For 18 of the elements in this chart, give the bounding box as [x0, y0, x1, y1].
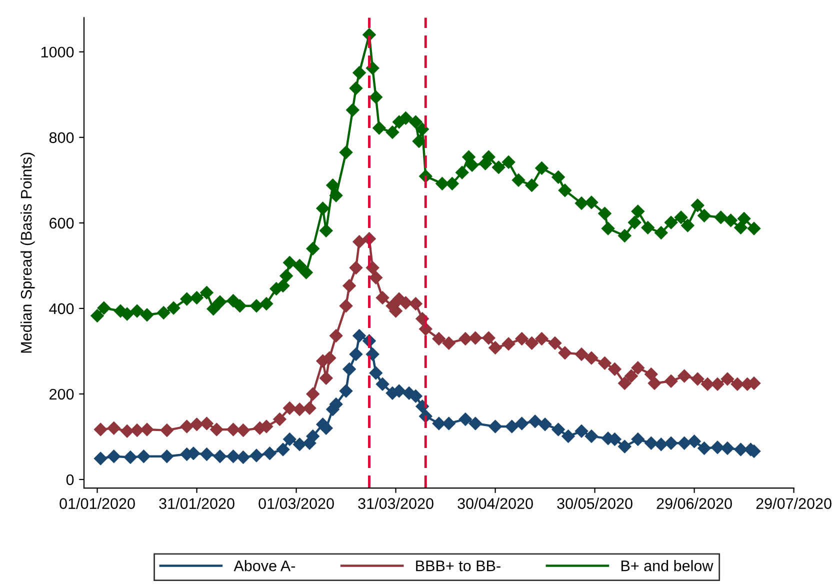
x-tick-label: 31/03/2020 — [358, 498, 434, 509]
x-tick-label: 31/01/2020 — [159, 498, 234, 509]
x-tick-label: 01/01/2020 — [60, 498, 135, 509]
y-tick-label: 400 — [49, 303, 74, 314]
y-tick-label: 200 — [50, 388, 74, 400]
legend-label: Above A- — [234, 560, 296, 572]
y-tick-label: 0 — [66, 474, 74, 486]
y-tick-label: 800 — [49, 132, 74, 144]
legend-label: BBB+ to BB- — [416, 560, 500, 572]
legend-label: B+ and below — [621, 560, 714, 572]
y-tick-label: 1000 — [41, 46, 74, 58]
x-tick-label: 29/06/2020 — [656, 498, 732, 509]
x-tick-label: 01/03/2020 — [258, 498, 334, 509]
y-axis-title: Median Spread (Basis Points) — [20, 152, 35, 353]
x-tick-label: 29/07/2020 — [756, 498, 832, 509]
x-tick-label: 30/04/2020 — [458, 498, 533, 509]
x-tick-label: 30/05/2020 — [557, 498, 632, 509]
y-tick-label: 600 — [50, 218, 74, 229]
